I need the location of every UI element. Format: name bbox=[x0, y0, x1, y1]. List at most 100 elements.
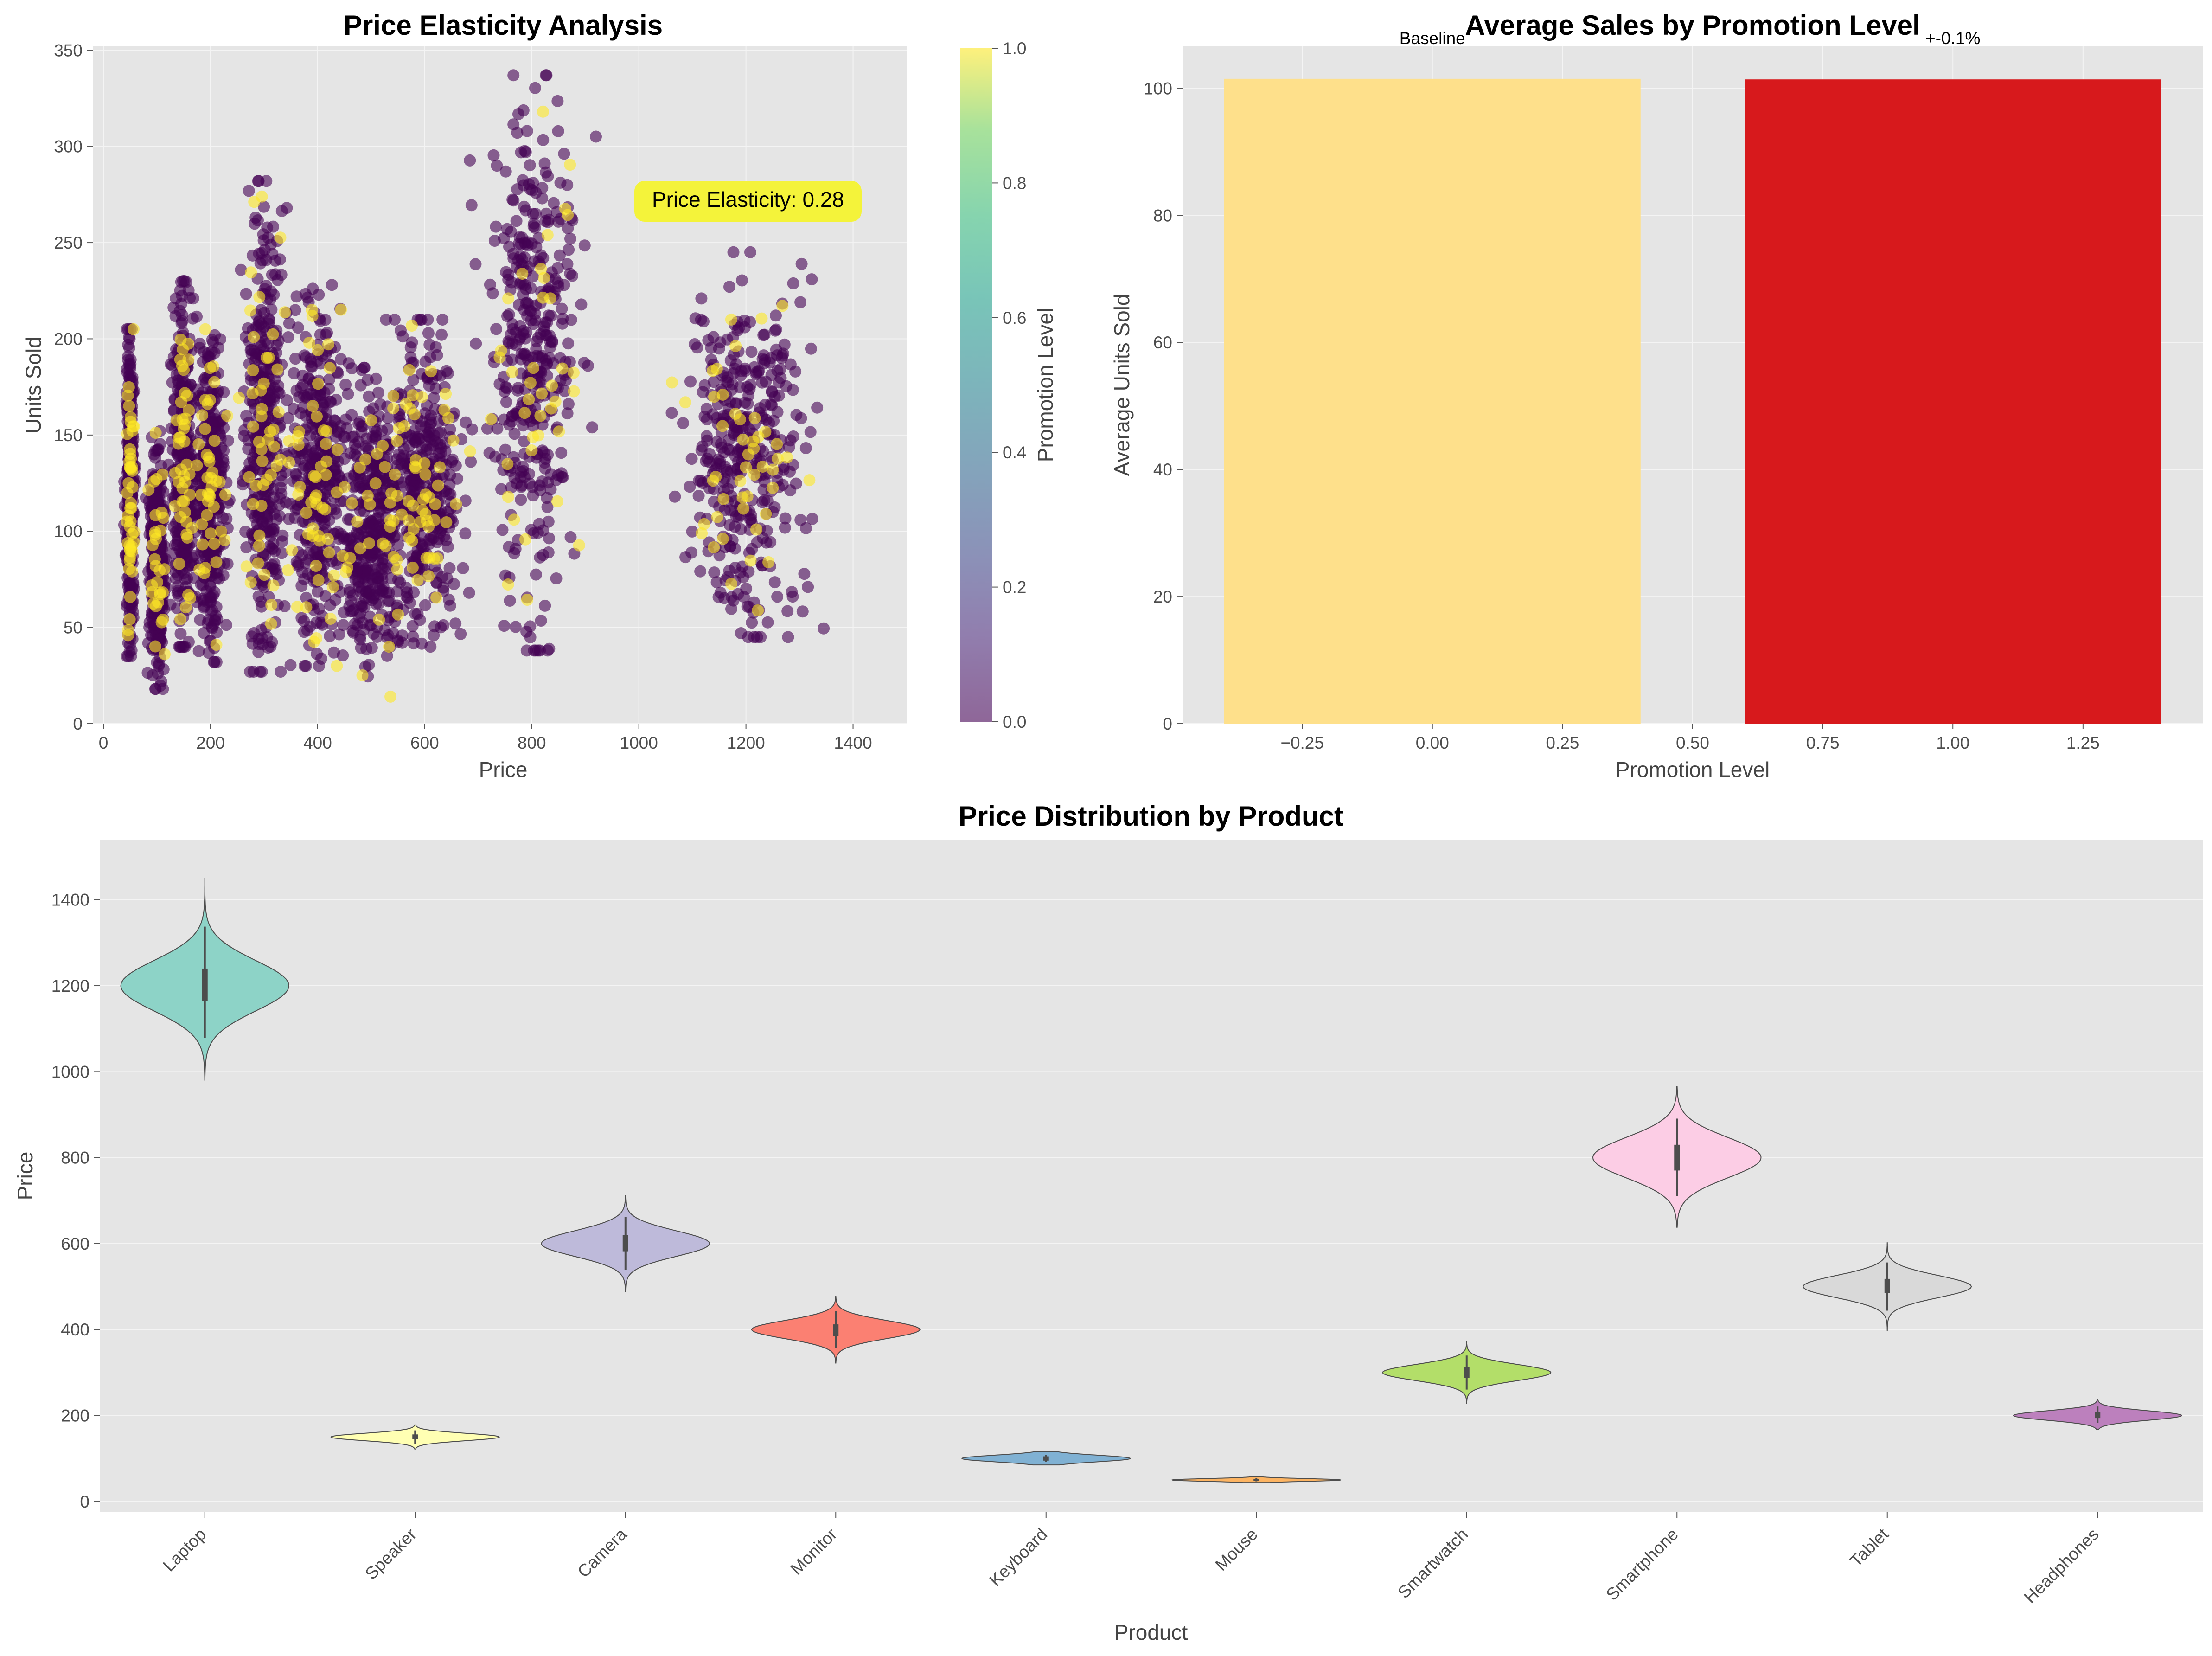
scatter-point bbox=[744, 246, 756, 258]
scatter-point bbox=[382, 595, 395, 608]
scatter-point bbox=[470, 337, 482, 350]
scatter-point-promo bbox=[265, 617, 277, 630]
scatter-point bbox=[278, 600, 291, 612]
scatter-point bbox=[729, 520, 741, 533]
scatter-point bbox=[459, 494, 472, 507]
scatter-point-promo bbox=[243, 471, 256, 483]
scatter-point bbox=[124, 369, 136, 381]
scatter-point-promo bbox=[201, 509, 213, 521]
scatter-point bbox=[199, 372, 211, 384]
scatter-point bbox=[240, 541, 253, 553]
scatter-point-promo bbox=[176, 413, 189, 425]
scatter-point bbox=[287, 403, 300, 415]
scatter-point bbox=[249, 351, 262, 364]
scatter-point-promo bbox=[267, 579, 280, 592]
scatter-point bbox=[521, 309, 533, 322]
scatter-point bbox=[518, 236, 531, 249]
scatter-point bbox=[269, 563, 282, 576]
scatter-point bbox=[124, 604, 136, 617]
scatter-point bbox=[333, 628, 345, 641]
scatter-point-promo bbox=[425, 365, 437, 378]
scatter-point bbox=[194, 614, 206, 626]
scatter-point-promo bbox=[149, 640, 161, 653]
scatter-point bbox=[346, 589, 359, 602]
elasticity-annotation: Price Elasticity: 0.28 bbox=[634, 181, 862, 222]
scatter-x-tick-label: 1000 bbox=[620, 733, 658, 752]
scatter-point bbox=[510, 215, 523, 227]
scatter-point bbox=[575, 298, 588, 311]
scatter-point bbox=[542, 476, 554, 489]
price-distribution-panel: Laptop Speaker Camera Monitor Keyboard Mouse S… bbox=[13, 801, 2203, 1644]
scatter-point-promo bbox=[666, 376, 678, 389]
scatter-point-promo bbox=[174, 334, 187, 346]
scatter-point bbox=[740, 583, 753, 595]
scatter-point-promo bbox=[196, 409, 209, 422]
scatter-point bbox=[692, 490, 705, 502]
scatter-point bbox=[698, 411, 711, 423]
scatter-point-promo bbox=[311, 410, 323, 423]
scatter-point bbox=[796, 605, 809, 618]
scatter-point-promo bbox=[122, 477, 135, 489]
violin-iqr-box bbox=[2095, 1412, 2101, 1419]
scatter-point-promo bbox=[331, 443, 344, 456]
scatter-point bbox=[508, 547, 520, 559]
bar-value-label: +-0.1% bbox=[1925, 29, 1980, 48]
scatter-point bbox=[423, 339, 436, 351]
scatter-point bbox=[337, 649, 349, 661]
scatter-point bbox=[771, 591, 784, 603]
scatter-points bbox=[118, 69, 830, 703]
scatter-point bbox=[507, 323, 519, 335]
scatter-point-promo bbox=[541, 229, 554, 241]
scatter-point-promo bbox=[272, 406, 285, 418]
scatter-point bbox=[504, 595, 516, 607]
scatter-point bbox=[202, 548, 214, 560]
scatter-point-promo bbox=[755, 312, 768, 325]
scatter-point-promo bbox=[174, 431, 186, 443]
scatter-point-promo bbox=[535, 263, 547, 275]
scatter-point bbox=[552, 125, 564, 137]
violin-x-tick-label: Smartphone bbox=[1602, 1525, 1682, 1605]
scatter-point-promo bbox=[177, 343, 189, 356]
scatter-point bbox=[293, 391, 306, 403]
scatter-point bbox=[444, 599, 456, 612]
scatter-point bbox=[358, 361, 371, 374]
scatter-point bbox=[323, 373, 335, 386]
scatter-point-promo bbox=[737, 502, 749, 515]
scatter-point bbox=[306, 361, 318, 373]
scatter-point bbox=[303, 547, 315, 559]
scatter-point bbox=[325, 396, 337, 408]
scatter-point-promo bbox=[737, 433, 749, 446]
scatter-point-promo bbox=[248, 196, 261, 208]
scatter-point-promo bbox=[302, 528, 314, 540]
scatter-point bbox=[465, 199, 478, 212]
bar-value-label: Baseline bbox=[1400, 29, 1465, 48]
scatter-point bbox=[698, 379, 711, 392]
scatter-point-promo bbox=[406, 389, 419, 402]
scatter-x-tick-label: 1200 bbox=[727, 733, 765, 752]
scatter-point bbox=[525, 524, 537, 536]
scatter-point bbox=[289, 353, 301, 365]
scatter-point bbox=[428, 392, 440, 404]
bar-y-tick-label: 60 bbox=[1153, 333, 1172, 352]
scatter-point-promo bbox=[204, 362, 216, 374]
scatter-point-promo bbox=[485, 413, 497, 425]
scatter-point-promo bbox=[313, 534, 326, 547]
scatter-point bbox=[335, 353, 347, 366]
scatter-point bbox=[435, 621, 447, 634]
scatter-point bbox=[198, 601, 210, 614]
scatter-point bbox=[428, 429, 441, 442]
scatter-point bbox=[777, 463, 790, 476]
violin-y-ticks: 0 200 400 600 800 1000 1200 1400 bbox=[51, 891, 100, 1511]
scatter-point-promo bbox=[748, 412, 761, 424]
scatter-point bbox=[403, 429, 416, 442]
scatter-point-promo bbox=[537, 291, 549, 304]
scatter-point bbox=[517, 325, 530, 337]
scatter-point bbox=[487, 149, 500, 161]
scatter-point-promo bbox=[568, 366, 580, 379]
scatter-point bbox=[685, 453, 698, 465]
scatter-point-promo bbox=[303, 336, 315, 349]
scatter-point-promo bbox=[776, 300, 789, 312]
scatter-point-promo bbox=[205, 527, 217, 540]
scatter-y-tick-label: 50 bbox=[64, 618, 83, 637]
scatter-x-tick-label: 200 bbox=[196, 733, 225, 752]
